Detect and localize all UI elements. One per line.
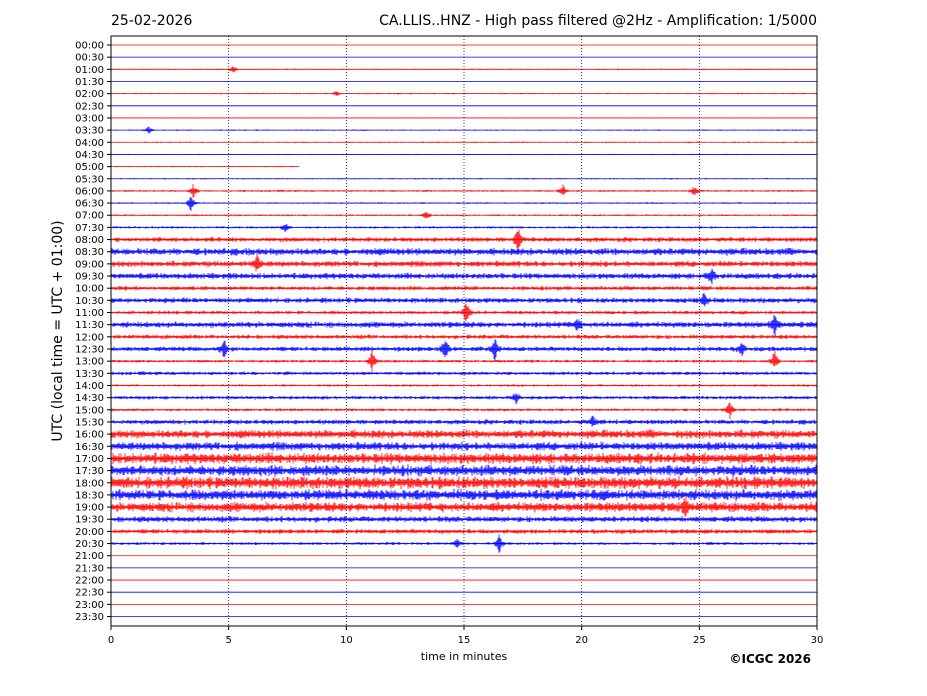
y-tick-label: 18:30 — [75, 490, 104, 501]
y-tick-label: 20:00 — [75, 527, 104, 538]
y-tick-label: 09:00 — [75, 259, 104, 270]
y-tick-label: 14:00 — [75, 381, 104, 392]
x-axis-ticks: 0 5 10 15 20 25 30 — [108, 626, 824, 646]
y-tick-label: 07:30 — [75, 223, 104, 234]
trace-row-2330 — [110, 616, 818, 617]
y-tick-label: 10:00 — [75, 284, 104, 295]
y-tick-label: 16:30 — [75, 442, 104, 453]
y-tick-label: 08:00 — [75, 235, 104, 246]
y-tick-label: 04:30 — [75, 150, 104, 161]
y-tick-label: 02:30 — [75, 101, 104, 112]
x-tick-label: 15 — [458, 635, 471, 646]
trace-row-1600 — [110, 429, 818, 439]
y-tick-label: 13:30 — [75, 369, 104, 380]
y-tick-label: 15:30 — [75, 417, 104, 428]
trace-row-2300 — [110, 603, 818, 605]
y-tick-label: 22:30 — [75, 588, 104, 599]
y-tick-label: 06:00 — [75, 186, 104, 197]
trace-row-1800 — [110, 476, 818, 490]
copyright-label: ©ICGC 2026 — [729, 652, 811, 666]
y-tick-label: 05:30 — [75, 174, 104, 185]
x-tick-label: 30 — [811, 635, 824, 646]
y-tick-label: 17:00 — [75, 454, 104, 465]
y-tick-label: 00:00 — [75, 41, 104, 52]
y-tick-label: 21:30 — [75, 563, 104, 574]
y-tick-label: 16:00 — [75, 430, 104, 441]
y-tick-label: 00:30 — [75, 53, 104, 64]
y-tick-label: 19:30 — [75, 515, 104, 526]
x-axis-label: time in minutes — [421, 650, 508, 663]
y-tick-label: 11:00 — [75, 308, 104, 319]
y-tick-label: 08:30 — [75, 247, 104, 258]
trace-row-0530 — [110, 177, 818, 180]
y-tick-label: 22:00 — [75, 576, 104, 587]
y-tick-label: 03:00 — [75, 113, 104, 124]
date-label: 25-02-2026 — [111, 13, 192, 29]
trace-row-0500 — [110, 165, 300, 168]
y-tick-label: 10:30 — [75, 296, 104, 307]
x-tick-label: 10 — [340, 635, 353, 646]
y-tick-label: 07:00 — [75, 211, 104, 222]
trace-row-0830 — [110, 247, 818, 256]
y-tick-label: 03:30 — [75, 126, 104, 137]
plot-area — [110, 35, 818, 627]
y-tick-label: 21:00 — [75, 551, 104, 562]
x-tick-label: 20 — [575, 635, 588, 646]
y-tick-label: 23:30 — [75, 612, 104, 623]
chart-title: CA.LLIS..HNZ - High pass filtered @2Hz -… — [379, 13, 817, 29]
x-tick-label: 25 — [693, 635, 706, 646]
y-tick-label: 11:30 — [75, 320, 104, 331]
y-tick-label: 17:30 — [75, 466, 104, 477]
y-tick-label: 06:30 — [75, 199, 104, 210]
y-tick-label: 15:00 — [75, 405, 104, 416]
y-tick-label: 09:30 — [75, 272, 104, 283]
trace-row-1830 — [110, 488, 818, 502]
trace-row-0630 — [110, 197, 818, 211]
vertical-grid — [228, 36, 700, 626]
y-tick-label: 13:00 — [75, 357, 104, 368]
y-tick-label: 14:30 — [75, 393, 104, 404]
x-tick-label: 0 — [108, 635, 114, 646]
y-tick-label: 05:00 — [75, 162, 104, 173]
y-tick-label: 01:30 — [75, 77, 104, 88]
y-tick-label: 04:00 — [75, 138, 104, 149]
y-tick-label: 01:00 — [75, 65, 104, 76]
y-axis-label: UTC (local time = UTC + 01:00) — [50, 220, 66, 441]
y-tick-label: 02:00 — [75, 89, 104, 100]
trace-row-1330 — [110, 371, 818, 376]
y-tick-label: 12:30 — [75, 345, 104, 356]
y-tick-label: 19:00 — [75, 503, 104, 514]
y-tick-label: 18:00 — [75, 478, 104, 489]
x-tick-label: 5 — [225, 635, 231, 646]
y-tick-label: 20:30 — [75, 539, 104, 550]
y-tick-label: 23:00 — [75, 600, 104, 611]
y-tick-label: 12:00 — [75, 332, 104, 343]
trace-row-1630 — [110, 441, 818, 452]
